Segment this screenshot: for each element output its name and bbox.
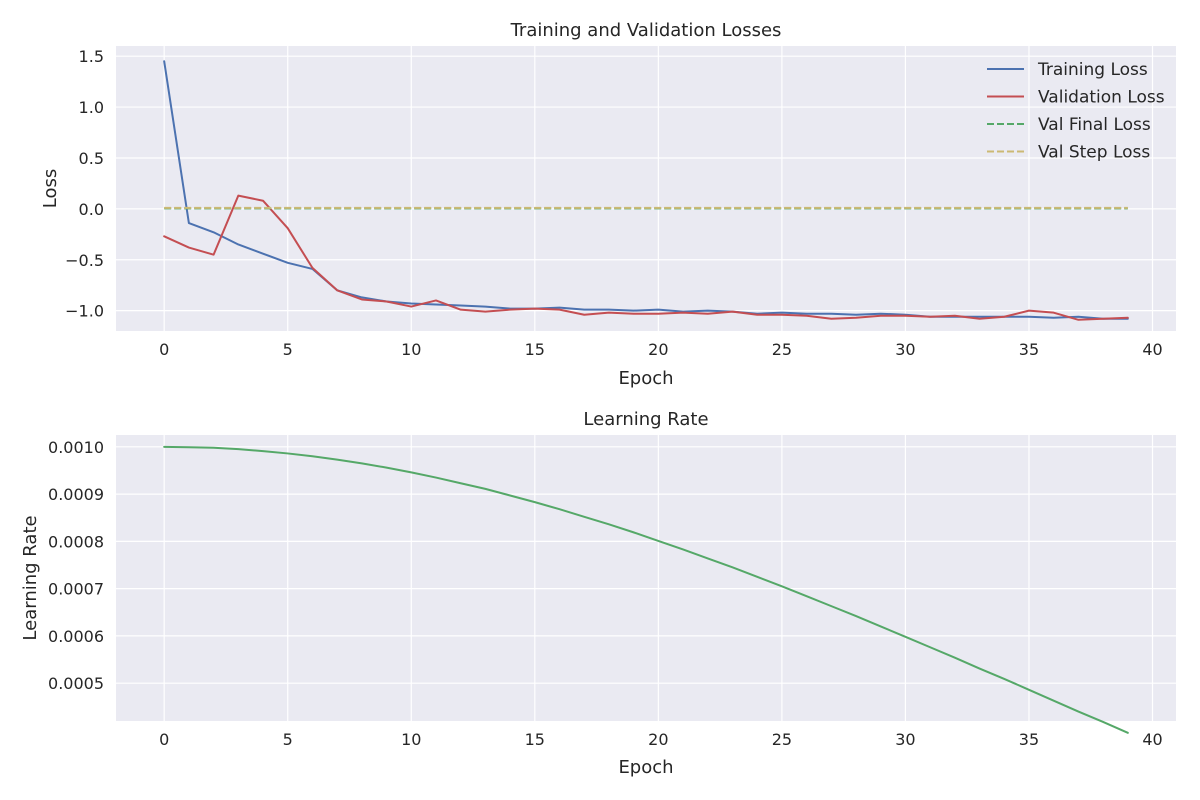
x-tick-label: 0 (159, 730, 169, 749)
y-tick-label: −1.0 (65, 302, 104, 321)
x-tick-label: 20 (648, 730, 668, 749)
plot-area (116, 435, 1176, 721)
x-tick-label: 5 (283, 730, 293, 749)
x-tick-label: 25 (772, 340, 792, 359)
series-line-learning-rate (163, 445, 1129, 734)
x-tick-label: 40 (1142, 730, 1162, 749)
x-tick-label: 35 (1019, 340, 1039, 359)
chart-panel-2: 0 5 10 15 20 25 30 35 40 0.0010 0.0009 0.0008 0.0007… (20, 409, 1176, 778)
y-tick-label: 0.0007 (48, 580, 104, 599)
y-tick-label: 0.0 (79, 200, 104, 219)
y-tick-label: 0.0006 (48, 627, 104, 646)
x-tick-label: 15 (525, 730, 545, 749)
y-tick-label: 0.5 (79, 149, 104, 168)
chart-title: Learning Rate (583, 409, 708, 430)
chart-title: Training and Validation Losses (510, 20, 782, 41)
y-tick-label: 0.0009 (48, 485, 104, 504)
x-tick-label: 10 (401, 730, 421, 749)
legend-label: Val Step Loss (1038, 143, 1150, 163)
legend: Training Loss Validation Loss Val Final Lo… (987, 60, 1165, 163)
x-tick-label: 40 (1142, 340, 1162, 359)
y-tick-label: 0.0008 (48, 532, 104, 551)
x-tick-label: 15 (525, 340, 545, 359)
y-tick-label: 0.0005 (48, 674, 104, 693)
legend-label: Training Loss (1037, 60, 1148, 80)
x-tick-label: 35 (1019, 730, 1039, 749)
x-tick-label: 0 (159, 340, 169, 359)
x-tick-label: 25 (772, 730, 792, 749)
y-tick-label: 1.0 (79, 98, 104, 117)
x-axis-label: Epoch (618, 368, 673, 389)
y-axis-label: Learning Rate (20, 515, 41, 640)
y-axis-label: Loss (40, 169, 61, 208)
x-tick-label: 30 (895, 730, 915, 749)
chart-panel-1: 0 5 10 15 20 25 30 35 40 1.5 1.0 0.5 0.0 −0.5 −1.0 Trai… (40, 20, 1176, 389)
x-tick-label: 10 (401, 340, 421, 359)
x-tick-label: 5 (283, 340, 293, 359)
x-axis-label: Epoch (618, 757, 673, 778)
x-tick-label: 30 (895, 340, 915, 359)
legend-label: Val Final Loss (1038, 115, 1151, 135)
plot-area (116, 46, 1176, 331)
series-line-validation-loss (163, 194, 1129, 321)
y-tick-label: 1.5 (79, 47, 104, 66)
legend-label: Validation Loss (1038, 88, 1165, 108)
y-tick-label: −0.5 (65, 251, 104, 270)
y-tick-label: 0.0010 (48, 438, 104, 457)
x-tick-label: 20 (648, 340, 668, 359)
